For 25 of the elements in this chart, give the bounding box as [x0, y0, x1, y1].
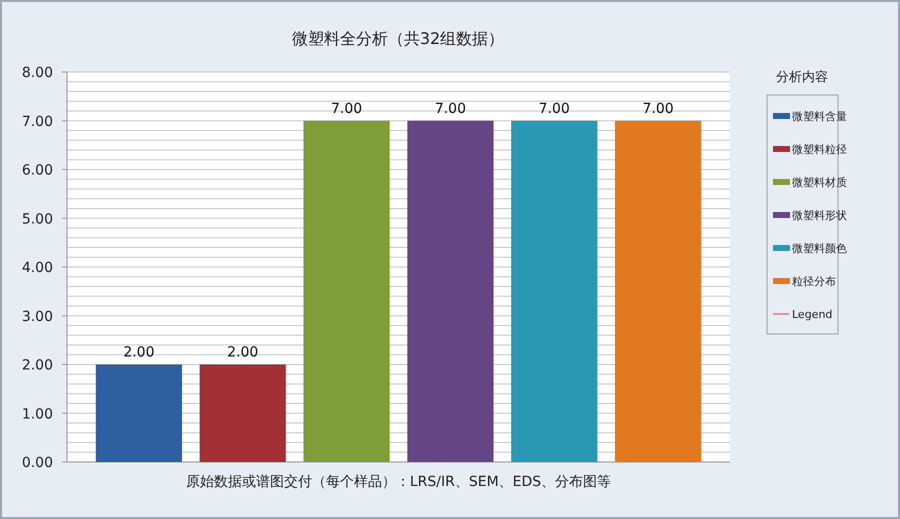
legend-title: 分析内容 [776, 69, 828, 85]
y-tick-label: 0.00 [22, 455, 53, 471]
chart-title: 微塑料全分析（共32组数据） [292, 29, 504, 48]
y-tick-label: 7.00 [22, 114, 53, 130]
data-label: 2.00 [123, 344, 155, 360]
legend-label: Legend [792, 308, 832, 321]
legend-label: 微塑料形状 [792, 209, 847, 222]
y-tick-label: 8.00 [22, 65, 53, 81]
legend-label: 微塑料材质 [792, 176, 847, 189]
y-tick-label: 3.00 [22, 308, 53, 325]
legend-label: 微塑料含量 [792, 110, 847, 123]
y-tick-label: 6.00 [22, 162, 53, 178]
data-label: 7.00 [642, 100, 674, 117]
y-tick-label: 5.00 [22, 211, 53, 228]
y-tick-label: 4.00 [22, 260, 53, 276]
legend-label: 微塑料粒径 [792, 143, 847, 156]
data-label: 7.00 [538, 100, 570, 117]
y-tick-label: 1.00 [22, 406, 53, 422]
y-tick-label: 2.00 [22, 358, 53, 374]
legend-label: 微塑料颜色 [792, 242, 847, 255]
data-label: 7.00 [330, 100, 362, 117]
legend-label: 粒径分布 [792, 275, 836, 288]
data-label: 2.00 [227, 344, 258, 360]
x-tick-label: 原始数据或谱图交付（每个样品）：LRS/IR、SEM、EDS、分布图等 [186, 474, 612, 490]
data-label: 7.00 [434, 100, 466, 117]
